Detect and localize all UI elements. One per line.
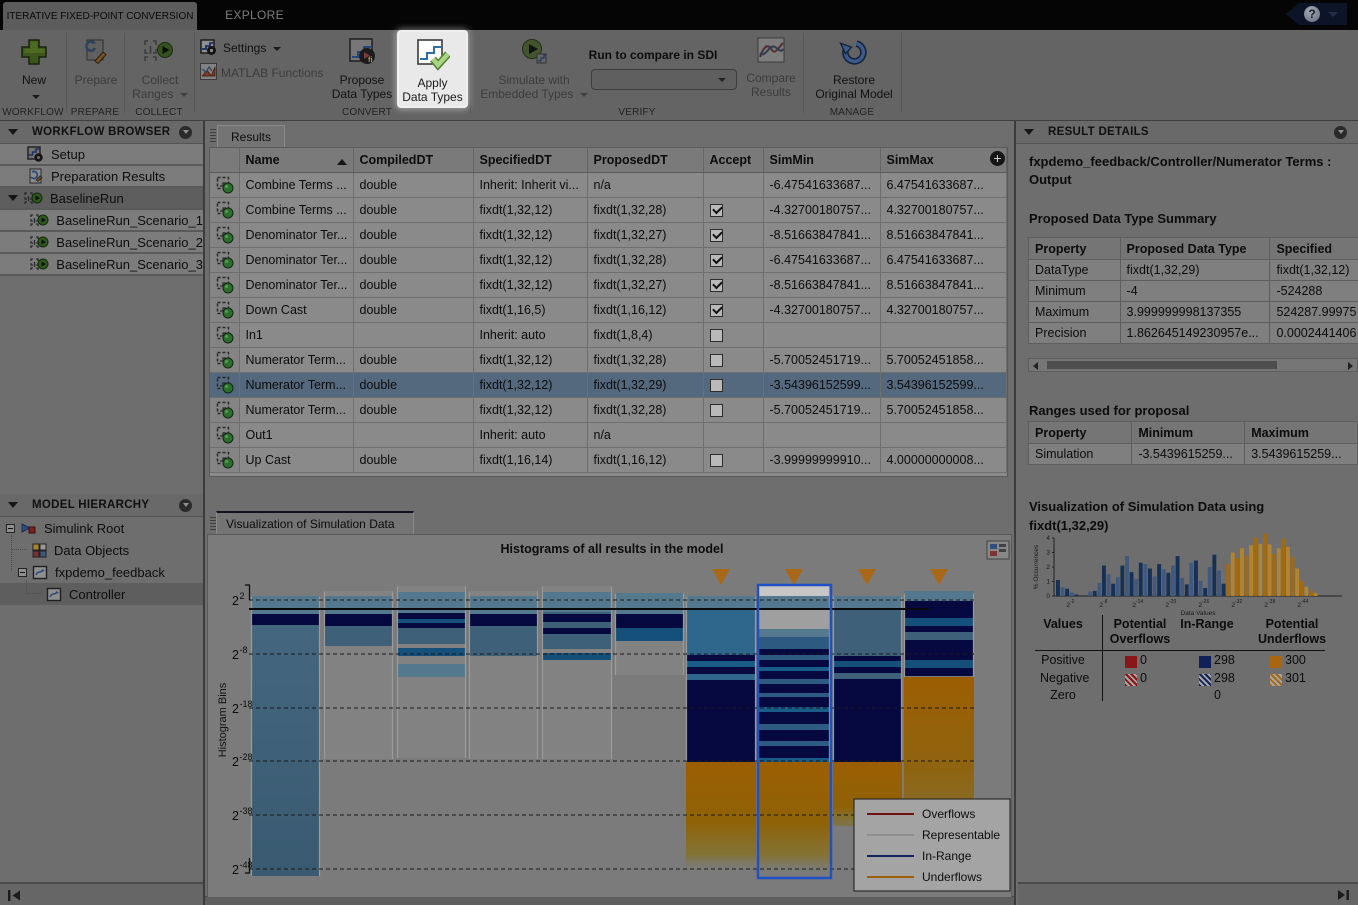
svg-text:3: 3 bbox=[1046, 550, 1050, 557]
svg-text:2: 2 bbox=[1099, 602, 1103, 609]
svg-text:-8: -8 bbox=[1103, 599, 1108, 605]
svg-text:2: 2 bbox=[232, 702, 239, 716]
svg-text:Data Values: Data Values bbox=[1181, 610, 1217, 617]
svg-text:-28: -28 bbox=[240, 752, 253, 762]
svg-text:In-Range: In-Range bbox=[922, 849, 972, 863]
svg-text:2: 2 bbox=[232, 809, 239, 823]
svg-text:4: 4 bbox=[1046, 535, 1050, 542]
svg-text:-8: -8 bbox=[240, 645, 248, 655]
svg-text:2: 2 bbox=[1132, 602, 1136, 609]
svg-text:-32: -32 bbox=[1235, 599, 1242, 605]
svg-text:% Occurrences: % Occurrences bbox=[1033, 544, 1040, 589]
svg-text:2: 2 bbox=[232, 594, 239, 608]
svg-text:-14: -14 bbox=[1136, 599, 1143, 605]
svg-text:2: 2 bbox=[1165, 602, 1169, 609]
svg-text:Representable: Representable bbox=[922, 828, 1000, 842]
svg-text:2: 2 bbox=[232, 755, 239, 769]
svg-text:Overflows: Overflows bbox=[922, 807, 975, 821]
svg-text:2: 2 bbox=[240, 591, 245, 601]
svg-text:2: 2 bbox=[1264, 602, 1268, 609]
svg-text:2: 2 bbox=[1046, 564, 1050, 571]
svg-text:-2: -2 bbox=[1070, 599, 1075, 605]
svg-text:2: 2 bbox=[1198, 602, 1202, 609]
svg-text:-26: -26 bbox=[1202, 599, 1209, 605]
svg-text:-38: -38 bbox=[1268, 599, 1275, 605]
svg-text:fi: fi bbox=[368, 55, 373, 64]
svg-text:-18: -18 bbox=[240, 699, 253, 709]
svg-text:Histograms of all results in t: Histograms of all results in the model bbox=[501, 542, 724, 556]
svg-text:-44: -44 bbox=[1301, 599, 1308, 605]
svg-text:0: 0 bbox=[1046, 593, 1050, 600]
svg-text:-20: -20 bbox=[1169, 599, 1176, 605]
svg-text:2: 2 bbox=[1066, 602, 1070, 609]
svg-text:-48: -48 bbox=[240, 860, 253, 870]
svg-text:2: 2 bbox=[232, 648, 239, 662]
svg-text:2: 2 bbox=[1297, 602, 1301, 609]
svg-text:Underflows: Underflows bbox=[922, 870, 982, 884]
svg-text:2: 2 bbox=[232, 863, 239, 877]
svg-text:2: 2 bbox=[1231, 602, 1235, 609]
svg-text:Histogram Bins: Histogram Bins bbox=[217, 682, 229, 757]
svg-text:-38: -38 bbox=[240, 806, 253, 816]
svg-text:1: 1 bbox=[1046, 579, 1050, 586]
